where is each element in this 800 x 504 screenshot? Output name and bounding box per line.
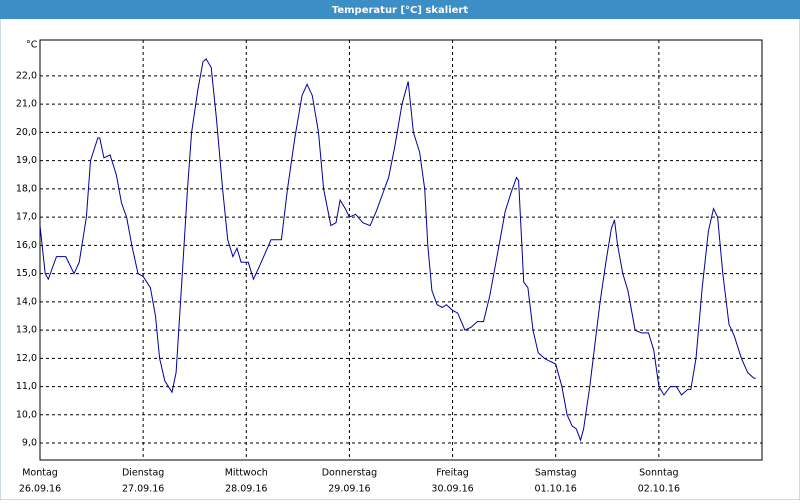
x-tick-label: 26.09.16 — [19, 484, 61, 495]
y-tick-label: 9,0 — [22, 438, 37, 449]
y-tick-label: 21,0 — [16, 99, 37, 110]
x-tick-label: Freitag — [436, 468, 469, 479]
x-tick-label: 30.09.16 — [431, 484, 473, 495]
y-axis-label: °C — [26, 40, 38, 51]
y-tick-label: 17,0 — [16, 212, 37, 223]
x-tick-label: 29.09.16 — [328, 484, 370, 495]
line — [39, 58, 756, 442]
y-tick-label: 10,0 — [16, 409, 37, 420]
x-tick-label: Samstag — [535, 468, 577, 479]
x-tick-label: Dienstag — [122, 468, 164, 479]
y-tick-label: 14,0 — [16, 296, 37, 307]
title-bar — [0, 0, 800, 19]
x-tick-label: Mittwoch — [225, 468, 268, 479]
y-tick-label: 12,0 — [16, 353, 37, 364]
x-tick-label: Montag — [22, 468, 58, 479]
x-tick-label: Sonntag — [639, 468, 678, 479]
y-tick-label: 20,0 — [16, 127, 37, 138]
x-tick-label: Donnerstag — [322, 468, 377, 479]
x-tick-label: 27.09.16 — [122, 484, 164, 495]
y-tick-label: 15,0 — [16, 268, 37, 279]
x-tick-label: 28.09.16 — [225, 484, 267, 495]
y-tick-label: 18,0 — [16, 183, 37, 194]
chart-title: Temperatur [°C] skaliert — [332, 5, 469, 16]
y-tick-label: 13,0 — [16, 325, 37, 336]
y-tick-label: 19,0 — [16, 155, 37, 166]
x-tick-label: 02.10.16 — [638, 484, 680, 495]
plot-frame — [39, 39, 763, 461]
y-tick-label: 11,0 — [16, 381, 37, 392]
y-tick-label: 22,0 — [16, 70, 37, 81]
y-tick-label: 16,0 — [16, 240, 37, 251]
x-tick-label: 01.10.16 — [535, 484, 577, 495]
